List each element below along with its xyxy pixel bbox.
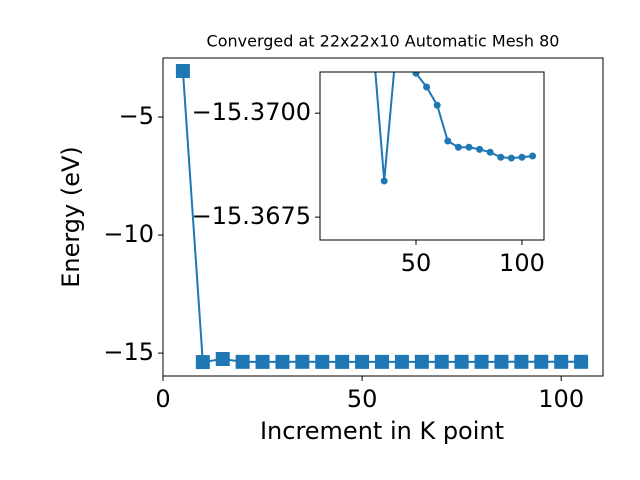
marker <box>476 145 484 153</box>
marker <box>335 354 350 369</box>
marker <box>255 354 270 369</box>
marker <box>518 153 526 161</box>
marker <box>474 354 489 369</box>
plot-area <box>320 72 544 240</box>
marker <box>215 352 230 367</box>
x-axis-label: Increment in K point <box>260 417 504 445</box>
y-tick-label: −5 <box>119 102 154 130</box>
x-tick-label: 100 <box>538 385 584 413</box>
y-tick-label: −15.3675 <box>192 202 311 230</box>
marker <box>534 354 549 369</box>
marker <box>412 72 420 77</box>
marker <box>554 354 569 369</box>
marker <box>454 143 462 151</box>
marker <box>433 101 441 109</box>
y-tick-label: −15.3700 <box>192 98 311 126</box>
y-axis-label: Energy (eV) <box>57 146 85 288</box>
x-tick-label: 100 <box>499 249 545 277</box>
plot-content <box>374 72 537 185</box>
series-line <box>374 72 533 182</box>
axes-frame <box>162 57 604 377</box>
marker <box>375 354 390 369</box>
marker <box>275 354 290 369</box>
chart-title: Converged at 22x22x10 Automatic Mesh 80 <box>207 32 560 51</box>
y-tick-label: −15 <box>103 338 154 366</box>
plot-content <box>175 63 589 370</box>
marker <box>414 354 429 369</box>
marker <box>514 354 529 369</box>
x-tick-label: 0 <box>155 385 170 413</box>
marker <box>315 354 330 369</box>
marker <box>355 354 370 369</box>
marker <box>444 137 452 145</box>
marker <box>423 83 431 91</box>
marker <box>175 63 190 78</box>
marker <box>574 354 589 369</box>
marker <box>529 152 537 160</box>
marker <box>195 355 210 370</box>
axes-frame <box>319 71 545 241</box>
marker <box>486 148 494 156</box>
x-tick-label: 50 <box>401 249 432 277</box>
marker <box>507 154 515 162</box>
marker <box>295 354 310 369</box>
marker <box>235 354 250 369</box>
marker <box>454 354 469 369</box>
marker <box>494 354 509 369</box>
y-tick-label: −10 <box>103 220 154 248</box>
x-tick-label: 50 <box>347 385 378 413</box>
marker <box>380 177 388 185</box>
marker <box>497 153 505 161</box>
marker <box>394 354 409 369</box>
marker <box>434 354 449 369</box>
marker <box>465 143 473 151</box>
